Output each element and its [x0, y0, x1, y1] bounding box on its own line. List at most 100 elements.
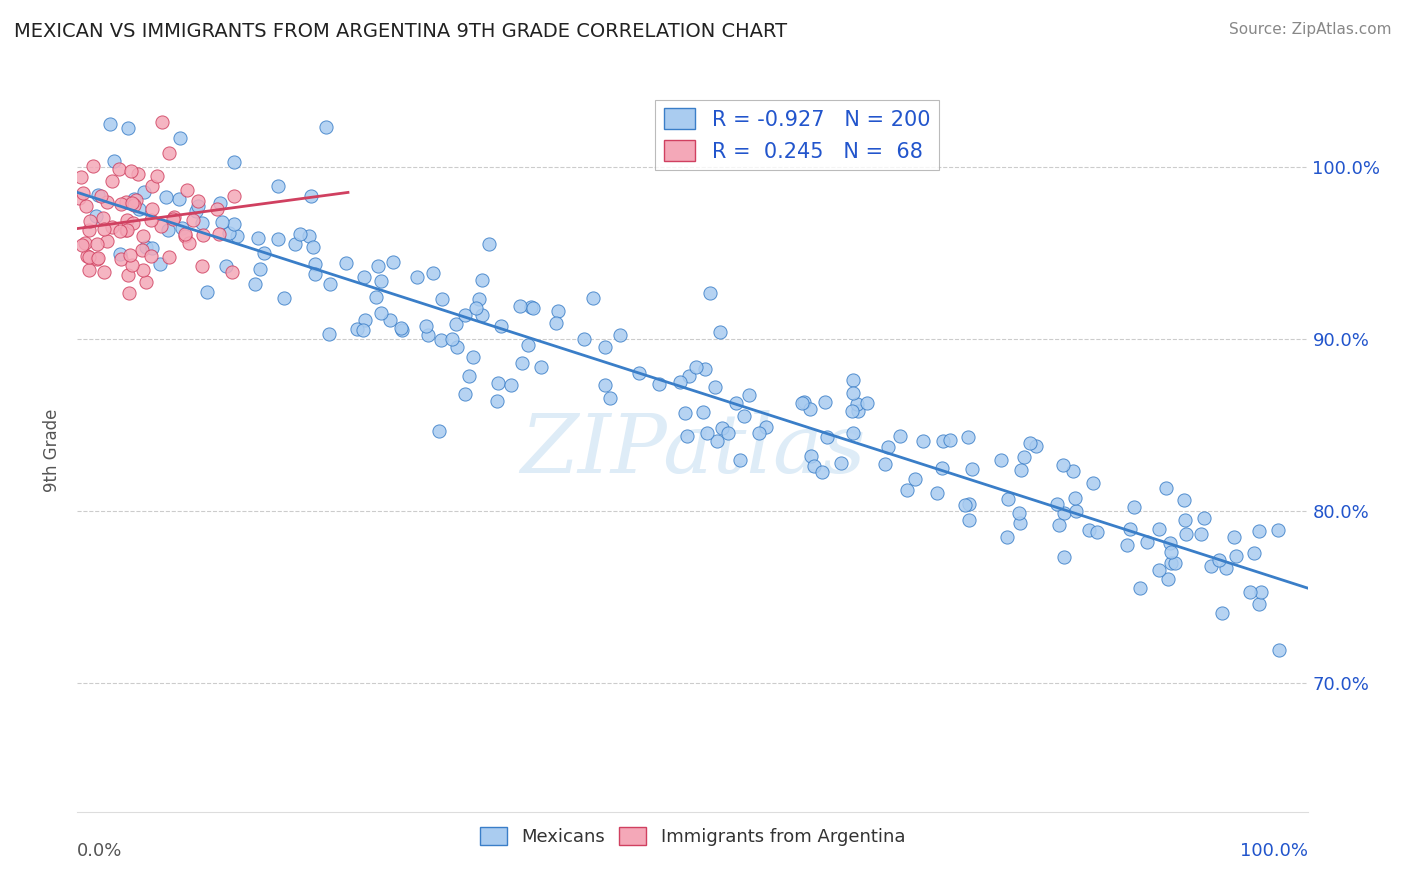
- Point: [141, 241, 163, 255]
- Point: [1174, 527, 1197, 541]
- Point: [1208, 553, 1230, 567]
- Point: [1225, 549, 1247, 564]
- Point: [249, 262, 271, 277]
- Point: [800, 449, 823, 463]
- Point: [96, 195, 118, 210]
- Point: [471, 309, 494, 323]
- Point: [427, 425, 450, 439]
- Point: [79, 213, 101, 227]
- Point: [699, 285, 721, 300]
- Point: [367, 259, 389, 273]
- Point: [1154, 481, 1177, 495]
- Point: [335, 256, 357, 270]
- Point: [149, 219, 172, 233]
- Point: [318, 327, 340, 342]
- Point: [875, 458, 897, 472]
- Point: [187, 194, 209, 208]
- Point: [696, 425, 718, 440]
- Point: [957, 497, 980, 511]
- Point: [121, 258, 143, 272]
- Point: [706, 434, 728, 449]
- Point: [159, 250, 181, 264]
- Point: [609, 327, 631, 342]
- Point: [1247, 524, 1270, 539]
- Point: [134, 186, 156, 200]
- Point: [191, 216, 214, 230]
- Point: [932, 434, 955, 449]
- Point: [135, 276, 157, 290]
- Point: [101, 220, 124, 235]
- Point: [1149, 563, 1171, 577]
- Point: [346, 322, 368, 336]
- Point: [1025, 439, 1047, 453]
- Point: [1052, 458, 1074, 473]
- Point: [405, 269, 427, 284]
- Point: [454, 308, 477, 322]
- Text: 100.0%: 100.0%: [1240, 842, 1308, 860]
- Point: [1010, 463, 1032, 477]
- Point: [157, 145, 180, 160]
- Point: [304, 257, 326, 271]
- Point: [799, 401, 821, 416]
- Point: [1064, 504, 1087, 518]
- Point: [841, 403, 863, 417]
- Point: [846, 404, 869, 418]
- Point: [187, 198, 209, 212]
- Point: [724, 396, 747, 410]
- Point: [953, 498, 976, 512]
- Point: [72, 186, 94, 200]
- Point: [709, 325, 731, 339]
- Point: [960, 462, 983, 476]
- Point: [1250, 585, 1272, 599]
- Point: [856, 395, 879, 409]
- Point: [877, 441, 900, 455]
- Point: [1215, 560, 1237, 574]
- Point: [1173, 493, 1195, 508]
- Point: [173, 227, 195, 242]
- Point: [122, 198, 145, 212]
- Point: [845, 397, 868, 411]
- Point: [1222, 530, 1244, 544]
- Point: [352, 323, 374, 337]
- Point: [96, 234, 118, 248]
- Point: [245, 277, 267, 291]
- Point: [87, 187, 110, 202]
- Point: [1085, 524, 1108, 539]
- Point: [253, 246, 276, 260]
- Point: [956, 430, 979, 444]
- Point: [446, 317, 468, 331]
- Point: [162, 212, 184, 227]
- Point: [141, 202, 163, 216]
- Point: [135, 240, 157, 254]
- Point: [1211, 606, 1233, 620]
- Point: [813, 395, 835, 409]
- Point: [76, 249, 98, 263]
- Point: [124, 193, 146, 207]
- Point: [273, 291, 295, 305]
- Point: [208, 227, 231, 242]
- Point: [903, 472, 925, 486]
- Point: [446, 339, 468, 353]
- Point: [429, 333, 451, 347]
- Point: [181, 213, 204, 227]
- Point: [224, 189, 246, 203]
- Point: [1267, 523, 1289, 537]
- Point: [101, 174, 124, 188]
- Point: [304, 267, 326, 281]
- Point: [957, 513, 980, 527]
- Point: [811, 466, 834, 480]
- Text: ZIPatlas: ZIPatlas: [520, 410, 865, 491]
- Point: [1239, 585, 1261, 599]
- Point: [733, 409, 755, 423]
- Point: [197, 285, 219, 299]
- Point: [115, 212, 138, 227]
- Point: [1077, 523, 1099, 537]
- Point: [717, 425, 740, 440]
- Point: [695, 362, 717, 376]
- Point: [468, 293, 491, 307]
- Point: [86, 236, 108, 251]
- Point: [704, 380, 727, 394]
- Point: [896, 483, 918, 497]
- Point: [157, 223, 180, 237]
- Point: [149, 257, 172, 271]
